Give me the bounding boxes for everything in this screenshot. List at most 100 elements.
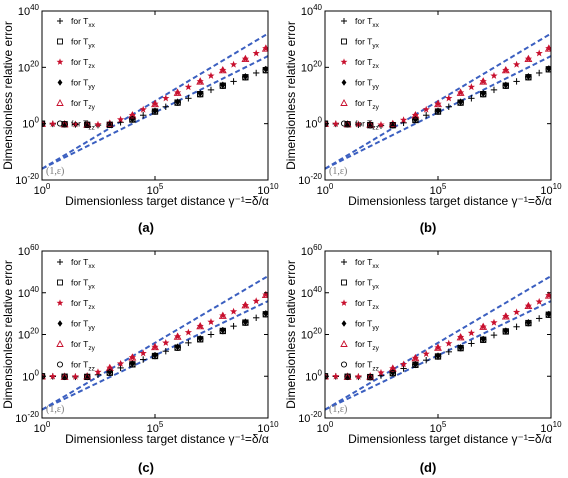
star-marker: [399, 116, 408, 124]
circle-marker: [83, 121, 91, 129]
legend-entry: for Tzy: [355, 339, 380, 352]
panel-label: (c): [138, 460, 154, 475]
star-marker: [467, 329, 475, 337]
triangle-marker: [261, 290, 268, 298]
triangle-marker: [196, 77, 205, 85]
circle-marker: [106, 121, 114, 129]
circle-marker: [56, 120, 64, 127]
triangle-marker: [128, 353, 137, 361]
x-tick-label: 100: [317, 420, 334, 435]
star-marker: [479, 322, 487, 330]
triangle-marker: [366, 120, 375, 128]
x-tick-label: 105: [147, 182, 164, 197]
circle-marker: [61, 373, 68, 380]
y-axis-label: Dimensionless relative error: [1, 21, 15, 170]
triangle-marker: [501, 66, 510, 74]
star-marker: [229, 60, 238, 68]
series-for-t_zy: [325, 44, 551, 128]
star-marker: [422, 105, 430, 113]
star-marker: [207, 71, 215, 79]
circle-marker: [545, 66, 551, 73]
star-marker: [219, 311, 227, 319]
point-annotation: (1,ε): [46, 404, 64, 415]
circle-marker: [262, 311, 268, 318]
legend-entry: for Tzy: [355, 98, 380, 111]
star-marker: [128, 353, 137, 361]
y-axis-label: Dimensionless relative error: [284, 21, 298, 170]
x-tick-label: 105: [147, 420, 164, 435]
diamond-marker: [546, 310, 551, 318]
star-marker: [340, 299, 348, 306]
y-tick-label: 1020: [301, 327, 323, 342]
star-marker: [389, 364, 397, 372]
triangle-marker: [366, 372, 375, 380]
star-marker: [535, 297, 543, 305]
triangle-marker: [456, 333, 465, 341]
point-annotation: (1,ε): [46, 166, 64, 177]
star-marker: [332, 372, 340, 380]
triangle-marker: [196, 322, 205, 330]
y-tick-label: 1060: [18, 243, 40, 258]
star-marker: [502, 66, 510, 74]
star-marker: [196, 322, 204, 330]
star-marker: [524, 302, 533, 309]
triangle-marker: [524, 54, 533, 63]
star-marker: [456, 333, 465, 341]
legend-entry: for Tyx: [355, 278, 380, 291]
circle-marker: [389, 121, 397, 129]
legend-entry: for Tyx: [355, 37, 380, 50]
triangle-marker: [479, 77, 488, 85]
star-marker: [151, 100, 159, 108]
diamond-marker: [345, 373, 351, 381]
triangle-marker: [544, 291, 551, 299]
legend-entry: for Txx: [71, 257, 96, 270]
y-tick-label: 10-20: [298, 172, 322, 187]
star-marker: [219, 66, 227, 74]
star-marker: [151, 343, 159, 351]
star-marker: [377, 120, 385, 128]
legend-entry: for Tyy: [71, 319, 96, 332]
circle-marker: [457, 99, 464, 106]
y-axis-label: Dimensionless relative error: [284, 260, 298, 409]
triangle-marker: [56, 340, 64, 347]
star-marker: [354, 372, 362, 380]
y-tick-label: 1020: [301, 59, 323, 74]
star-marker: [56, 58, 64, 65]
star-marker: [411, 354, 420, 362]
circle-marker: [83, 373, 91, 381]
y-tick-label: 1040: [301, 3, 323, 18]
star-marker: [434, 100, 442, 108]
star-marker: [162, 94, 170, 102]
triangle-marker: [456, 88, 465, 96]
x-tick-label: 105: [430, 182, 447, 197]
panel-label: (d): [420, 460, 437, 475]
star-marker: [445, 94, 453, 102]
triangle-marker: [388, 119, 397, 128]
triangle-marker: [411, 111, 420, 119]
star-marker: [196, 77, 204, 85]
star-marker: [139, 105, 147, 113]
legend-entry: for Tyx: [71, 278, 96, 291]
circle-marker: [242, 319, 249, 326]
triangle-marker: [218, 311, 227, 319]
star-marker: [377, 368, 385, 376]
circle-marker: [196, 336, 204, 343]
circle-marker: [219, 327, 227, 335]
star-marker: [94, 120, 102, 128]
triangle-marker: [105, 119, 114, 127]
star-marker: [332, 120, 340, 128]
legend-entry: for Tyy: [71, 78, 96, 91]
triangle-marker: [544, 44, 551, 52]
triangle-marker: [83, 372, 92, 380]
y-tick-label: 10-20: [15, 172, 39, 187]
circle-marker: [525, 74, 532, 81]
star-marker: [545, 291, 551, 299]
circle-marker: [366, 121, 374, 129]
circle-marker: [340, 120, 348, 127]
star-marker: [116, 359, 125, 367]
x-tick-label: 1010: [257, 420, 279, 435]
star-marker: [128, 111, 137, 119]
circle-marker: [61, 121, 68, 128]
